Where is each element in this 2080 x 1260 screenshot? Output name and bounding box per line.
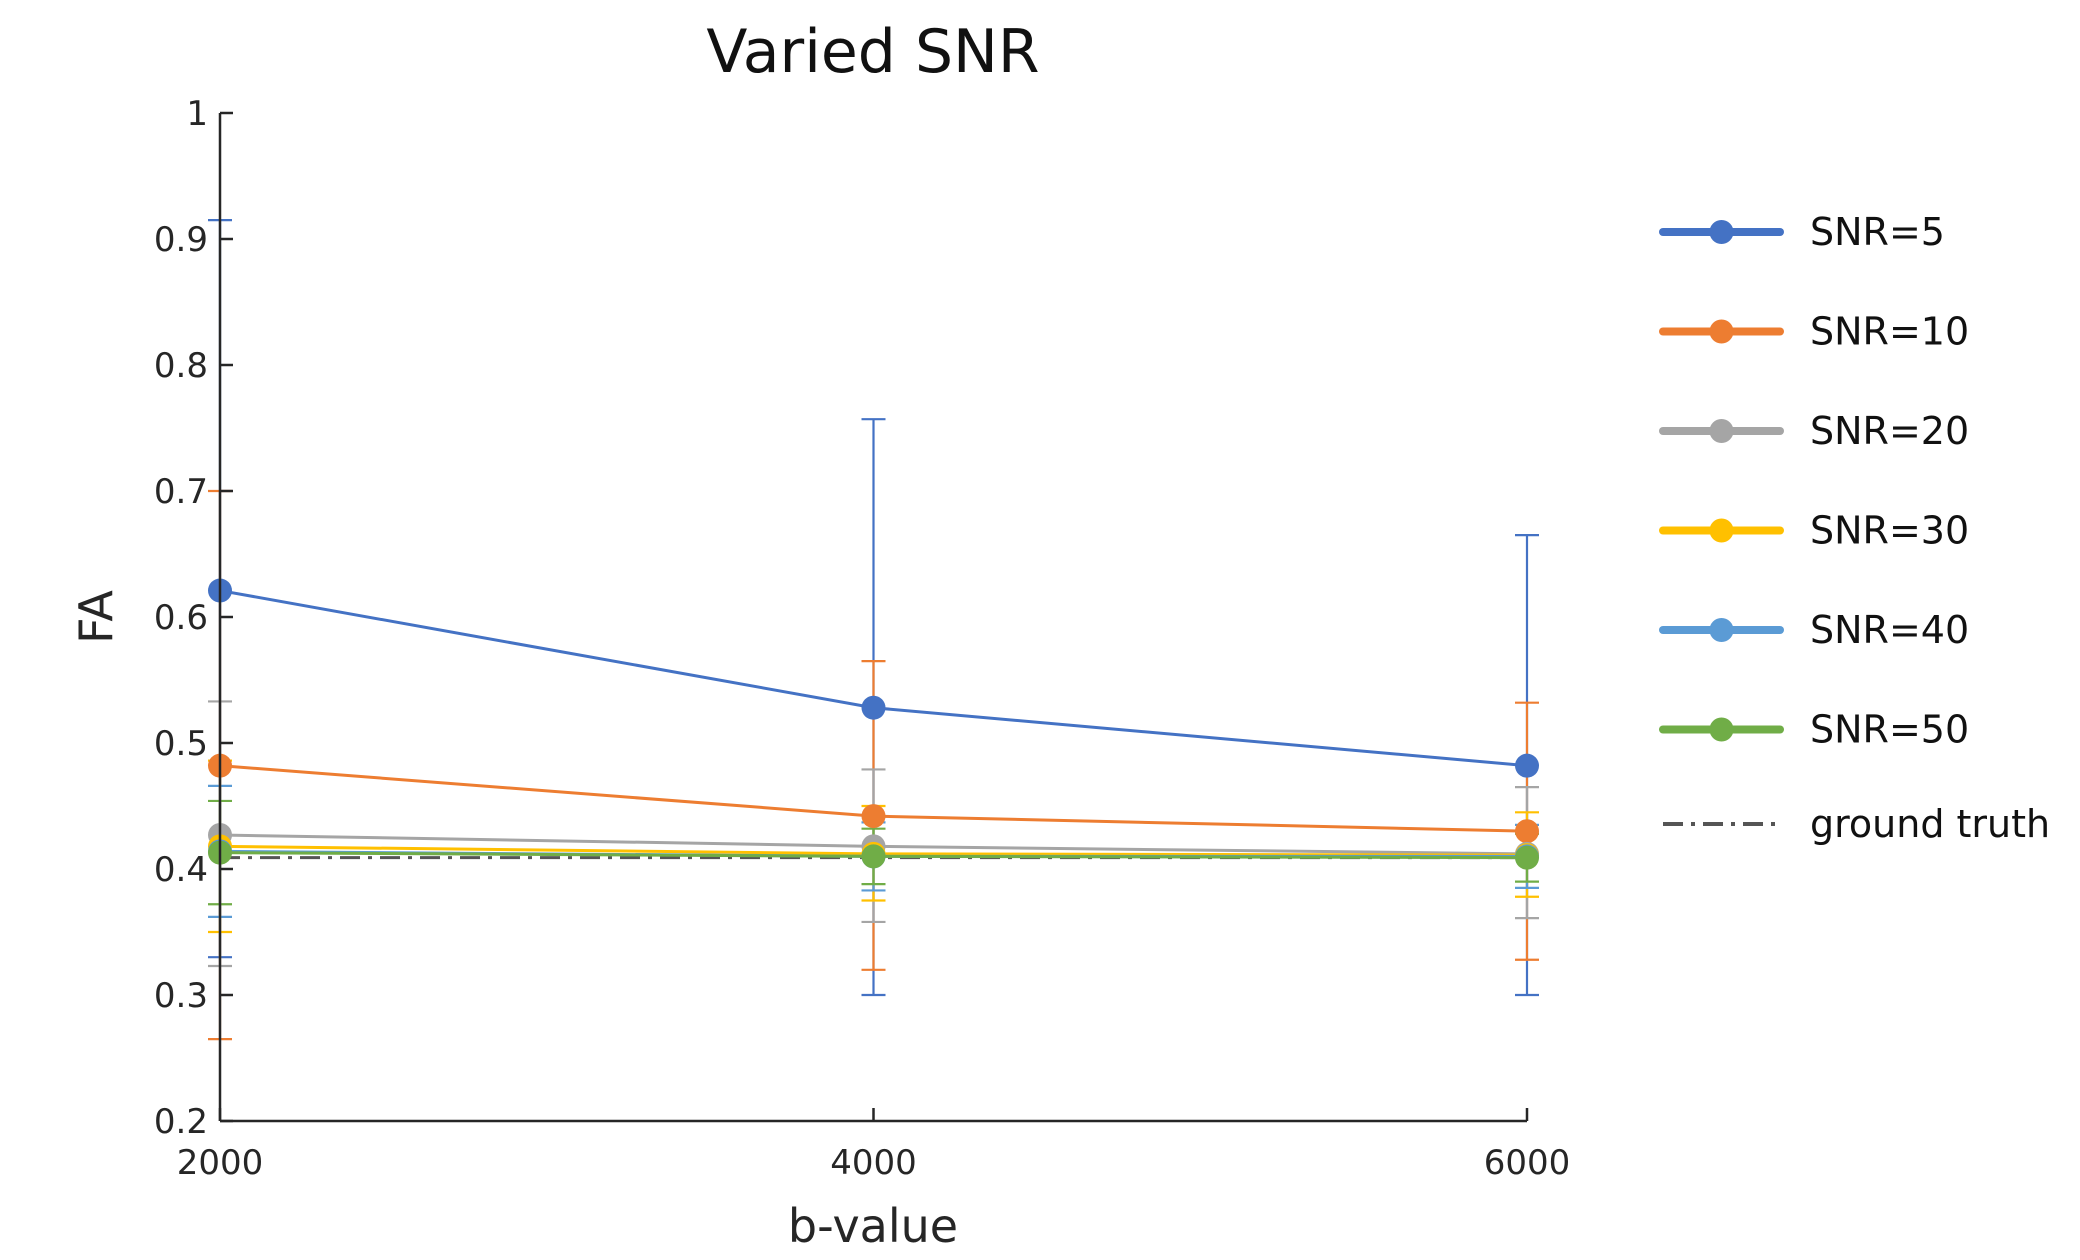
legend-item: SNR=5 [1659,210,1945,254]
legend-swatch-marker [1709,518,1734,543]
chart-title: Varied SNR [706,17,1039,87]
legend-item: SNR=20 [1659,409,1969,453]
legend-label: ground truth [1810,802,2050,846]
data-point [861,695,886,720]
data-point [861,804,886,829]
y-tick-label: 1 [186,94,208,134]
legend-item: ground truth [1663,802,2050,846]
legend-item: SNR=40 [1659,608,1969,652]
y-tick-label: 0.3 [154,976,208,1016]
error-bars [208,219,1539,1041]
y-tick-label: 0.4 [154,850,208,890]
legend: SNR=5 SNR=10 SNR=20 SNR=30 SNR=40 SNR=50 groun… [1659,210,2050,846]
legend-label: SNR=20 [1810,409,1969,453]
legend-swatch-marker [1709,220,1734,244]
x-tick-label: 4000 [830,1143,917,1183]
legend-swatch-marker [1709,717,1734,742]
legend-label: SNR=40 [1810,608,1969,652]
legend-item: SNR=10 [1659,310,1969,354]
legend-label: SNR=50 [1810,708,1969,752]
x-tick-label: 6000 [1484,1143,1571,1183]
legend-label: SNR=10 [1810,310,1969,354]
x-axis-title: b-value [788,1199,958,1253]
data-point [1515,845,1539,870]
data-point [1515,819,1539,844]
y-tick-label: 0.7 [154,472,208,512]
legend-label: SNR=5 [1810,210,1945,254]
y-tick-label: 0.6 [154,598,208,638]
data-point [861,844,886,869]
legend-swatch-marker [1709,319,1734,344]
legend-swatch-marker [1709,618,1734,642]
legend-item: SNR=30 [1659,509,1969,553]
data-point [1515,753,1539,778]
legend-swatch-marker [1709,419,1734,443]
y-axis-title: FA [69,590,123,644]
x-tick-label: 2000 [177,1143,264,1183]
legend-label: SNR=30 [1810,509,1969,553]
y-tick-label: 0.8 [154,346,208,386]
y-tick-label: 0.5 [154,724,208,764]
y-tick-label: 0.2 [154,1102,208,1142]
y-tick-label: 0.9 [154,220,208,260]
legend-item: SNR=50 [1659,708,1969,752]
axes: 0.2 0.3 0.4 0.5 0.6 0.7 0.8 0.9 1 2000 4000 6000 [154,94,1570,1183]
